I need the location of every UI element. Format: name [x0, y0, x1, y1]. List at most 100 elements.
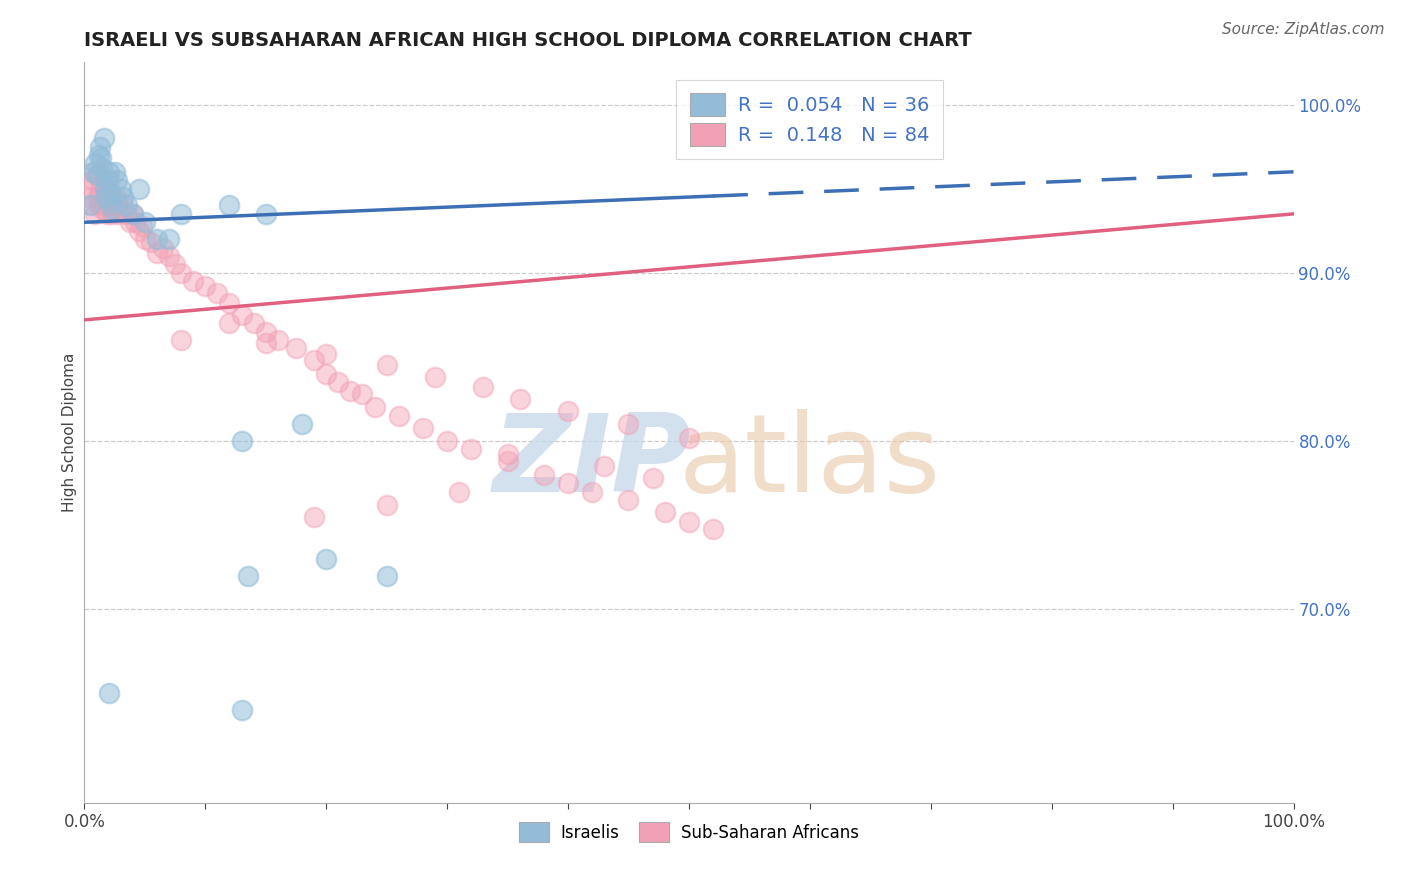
- Point: [139, 235, 162, 250]
- Point: [146, 245, 169, 260]
- Point: [157, 249, 180, 263]
- Point: [617, 492, 640, 507]
- Point: [678, 431, 700, 445]
- Point: [110, 202, 132, 216]
- Point: [115, 207, 138, 221]
- Point: [533, 467, 555, 482]
- Point: [412, 420, 434, 434]
- Point: [254, 336, 277, 351]
- Point: [388, 409, 411, 423]
- Point: [472, 380, 495, 394]
- Point: [328, 375, 350, 389]
- Point: [254, 325, 277, 339]
- Point: [581, 484, 603, 499]
- Point: [641, 471, 664, 485]
- Point: [79, 198, 101, 212]
- Point: [121, 207, 143, 221]
- Point: [352, 387, 374, 401]
- Point: [617, 417, 640, 432]
- Point: [94, 181, 117, 195]
- Point: [231, 434, 253, 448]
- Point: [218, 198, 240, 212]
- Point: [315, 551, 337, 566]
- Point: [131, 219, 153, 233]
- Point: [496, 454, 519, 468]
- Point: [82, 173, 104, 187]
- Point: [103, 198, 125, 212]
- Point: [170, 207, 193, 221]
- Point: [100, 195, 122, 210]
- Point: [120, 215, 142, 229]
- Point: [134, 215, 156, 229]
- Point: [96, 207, 118, 221]
- Point: [496, 448, 519, 462]
- Point: [231, 703, 253, 717]
- Point: [449, 484, 471, 499]
- Point: [375, 359, 398, 373]
- Text: ISRAELI VS SUBSAHARAN AFRICAN HIGH SCHOOL DIPLOMA CORRELATION CHART: ISRAELI VS SUBSAHARAN AFRICAN HIGH SCHOO…: [84, 30, 972, 50]
- Point: [121, 207, 143, 221]
- Point: [146, 232, 169, 246]
- Point: [115, 198, 138, 212]
- Point: [339, 384, 361, 398]
- Point: [105, 195, 128, 210]
- Point: [104, 165, 127, 179]
- Point: [460, 442, 482, 457]
- Point: [654, 505, 676, 519]
- Point: [105, 173, 128, 187]
- Point: [375, 498, 398, 512]
- Point: [124, 215, 146, 229]
- Point: [302, 509, 325, 524]
- Point: [218, 296, 240, 310]
- Point: [83, 165, 105, 179]
- Point: [702, 522, 724, 536]
- Point: [86, 168, 108, 182]
- Point: [96, 173, 118, 187]
- Point: [170, 266, 193, 280]
- Point: [107, 207, 129, 221]
- Point: [104, 190, 127, 204]
- Point: [254, 207, 277, 221]
- Point: [423, 370, 446, 384]
- Point: [557, 403, 579, 417]
- Point: [84, 156, 107, 170]
- Point: [315, 346, 337, 360]
- Point: [181, 274, 204, 288]
- Point: [98, 185, 121, 199]
- Point: [284, 342, 308, 356]
- Point: [93, 190, 115, 204]
- Point: [128, 181, 150, 195]
- Point: [236, 568, 259, 582]
- Point: [112, 190, 135, 204]
- Point: [94, 181, 117, 195]
- Point: [84, 207, 107, 221]
- Point: [593, 459, 616, 474]
- Point: [157, 232, 180, 246]
- Point: [94, 190, 117, 204]
- Point: [90, 152, 112, 166]
- Point: [101, 202, 124, 216]
- Point: [87, 148, 110, 162]
- Point: [207, 285, 229, 300]
- Point: [97, 686, 120, 700]
- Point: [91, 161, 114, 176]
- Point: [97, 173, 120, 187]
- Point: [302, 353, 325, 368]
- Y-axis label: High School Diploma: High School Diploma: [62, 353, 77, 512]
- Point: [87, 198, 110, 212]
- Point: [165, 257, 187, 271]
- Point: [170, 333, 193, 347]
- Point: [89, 185, 111, 199]
- Text: atlas: atlas: [679, 409, 941, 516]
- Point: [194, 279, 217, 293]
- Point: [315, 367, 337, 381]
- Point: [82, 165, 104, 179]
- Point: [112, 198, 135, 212]
- Point: [134, 232, 156, 246]
- Point: [90, 178, 112, 193]
- Text: Source: ZipAtlas.com: Source: ZipAtlas.com: [1222, 22, 1385, 37]
- Point: [104, 202, 127, 216]
- Point: [79, 190, 101, 204]
- Point: [86, 190, 108, 204]
- Point: [110, 181, 132, 195]
